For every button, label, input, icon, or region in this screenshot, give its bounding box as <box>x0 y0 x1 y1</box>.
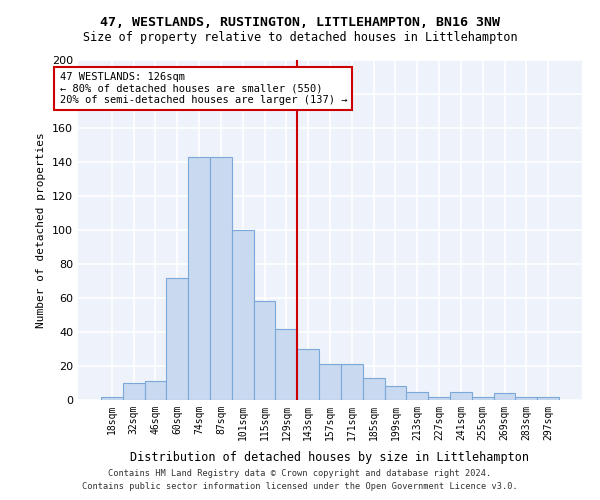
Bar <box>428 396 450 400</box>
Bar <box>472 396 494 400</box>
Bar <box>297 349 319 400</box>
Bar <box>123 383 145 400</box>
X-axis label: Distribution of detached houses by size in Littlehampton: Distribution of detached houses by size … <box>131 451 530 464</box>
Bar <box>494 393 515 400</box>
Bar <box>101 396 123 400</box>
Bar <box>166 278 188 400</box>
Bar <box>406 392 428 400</box>
Y-axis label: Number of detached properties: Number of detached properties <box>37 132 46 328</box>
Bar <box>232 230 254 400</box>
Bar <box>275 328 297 400</box>
Text: Contains HM Land Registry data © Crown copyright and database right 2024.
Contai: Contains HM Land Registry data © Crown c… <box>82 469 518 491</box>
Bar <box>385 386 406 400</box>
Bar <box>341 364 363 400</box>
Text: 47, WESTLANDS, RUSTINGTON, LITTLEHAMPTON, BN16 3NW: 47, WESTLANDS, RUSTINGTON, LITTLEHAMPTON… <box>100 16 500 29</box>
Text: Size of property relative to detached houses in Littlehampton: Size of property relative to detached ho… <box>83 31 517 44</box>
Bar <box>319 364 341 400</box>
Bar <box>450 392 472 400</box>
Bar <box>188 157 210 400</box>
Bar <box>537 396 559 400</box>
Bar <box>515 396 537 400</box>
Bar <box>254 302 275 400</box>
Bar <box>145 382 166 400</box>
Text: 47 WESTLANDS: 126sqm
← 80% of detached houses are smaller (550)
20% of semi-deta: 47 WESTLANDS: 126sqm ← 80% of detached h… <box>60 72 347 105</box>
Bar <box>363 378 385 400</box>
Bar <box>210 157 232 400</box>
